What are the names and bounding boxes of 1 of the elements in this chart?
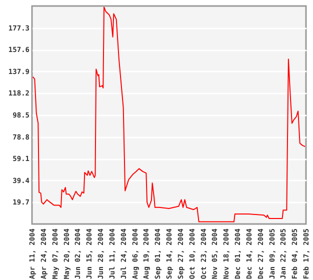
line-series <box>32 6 306 222</box>
